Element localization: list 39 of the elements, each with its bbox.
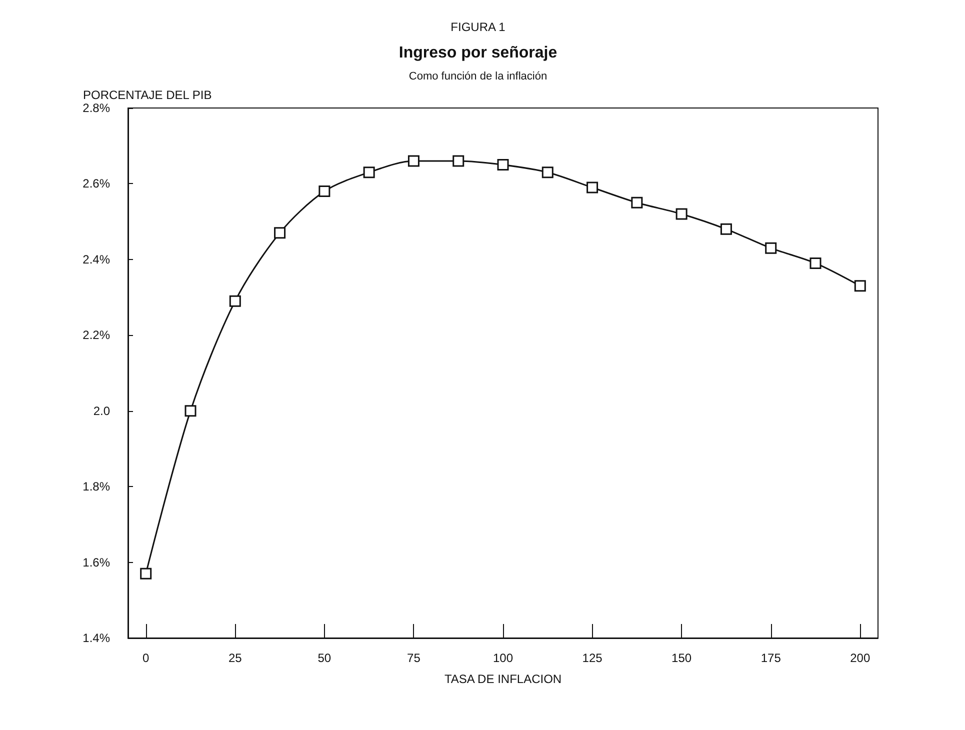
y-axis-title: PORCENTAJE DEL PIB: [83, 88, 212, 102]
chart-title: Ingreso por señoraje: [398, 44, 558, 62]
text: FIGURA 1: [450, 20, 506, 34]
x-tick-label: 200: [850, 651, 870, 665]
point: [810, 257, 822, 269]
y-tick-label: 1.4%: [82, 631, 110, 645]
point: [408, 155, 420, 167]
x-tick-label: 0: [142, 651, 150, 665]
point: [497, 159, 509, 171]
y-tick-label: 1.8%: [82, 480, 110, 494]
x-tick-label: 25: [228, 651, 242, 665]
point: [542, 166, 554, 178]
point: [720, 223, 732, 235]
x-axis-title: TASA DE INFLACION: [444, 672, 562, 686]
point: [229, 295, 241, 307]
y-tick-label: 2.6%: [82, 176, 110, 191]
x-tick-label: 175: [760, 651, 782, 665]
point: [854, 280, 866, 292]
y-tick-label: 2.2%: [82, 328, 110, 342]
point: [676, 208, 688, 220]
point: [140, 568, 152, 580]
x-tick-label: 150: [672, 651, 692, 665]
chart-subtitle: Como función de la inflación: [408, 70, 548, 82]
point: [274, 227, 286, 239]
y-tick-label: 2.0: [93, 404, 110, 418]
x-tick-label: 75: [407, 651, 421, 665]
y-tick-label: 1.6%: [82, 555, 110, 570]
y-tick-label: 2.8%: [82, 101, 110, 115]
point: [765, 242, 777, 254]
y-tick-label: 2.4%: [82, 252, 110, 266]
point: [452, 155, 464, 167]
x-tick-label: 50: [318, 651, 332, 665]
x-tick-label: 125: [582, 651, 603, 665]
x-tick-label: 100: [492, 651, 514, 665]
point: [318, 186, 330, 198]
point: [184, 405, 196, 417]
point: [631, 196, 643, 208]
point: [586, 182, 598, 194]
point: [363, 166, 375, 178]
